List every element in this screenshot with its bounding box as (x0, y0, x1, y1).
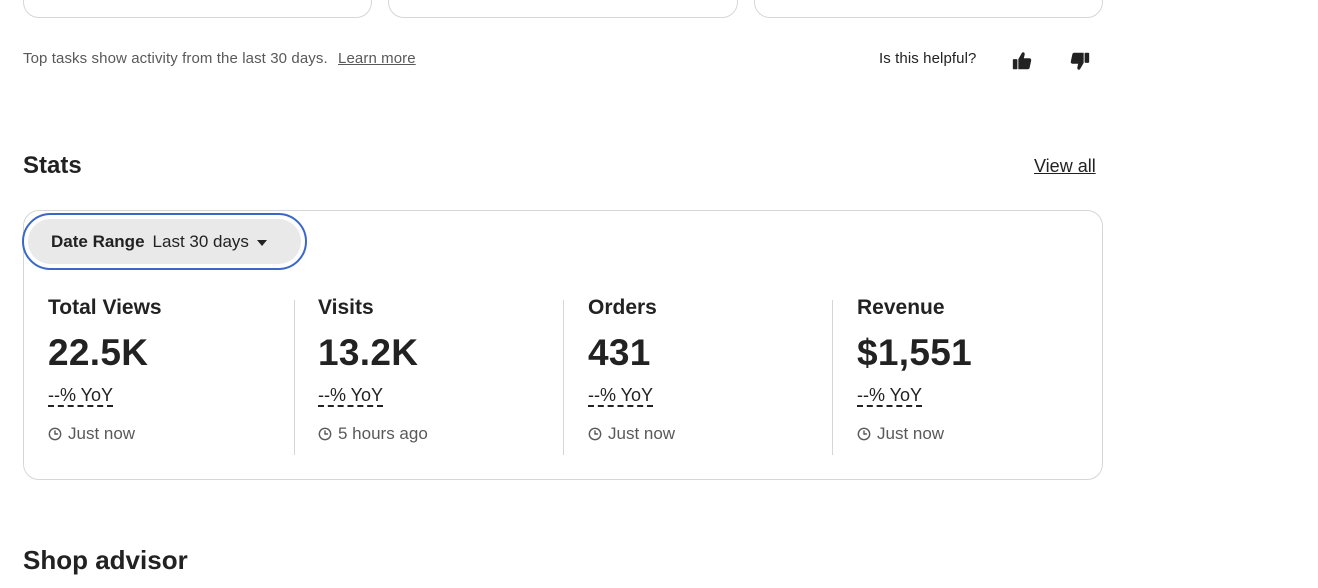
stat-yoy[interactable]: --% YoY (857, 385, 923, 407)
view-all-link[interactable]: View all (1034, 156, 1096, 176)
stat-value: $1,551 (857, 332, 972, 373)
stat-name: Total Views (48, 296, 162, 319)
stats-title: Stats (23, 152, 82, 179)
stat-total-views[interactable]: Total Views 22.5K --% YoY Just now (48, 296, 288, 444)
stat-updated: 5 hours ago (318, 424, 558, 444)
stat-name: Visits (318, 296, 374, 319)
stat-value: 431 (588, 332, 651, 373)
stat-updated: Just now (48, 424, 288, 444)
thumbs-down-icon[interactable] (1069, 50, 1091, 72)
stat-orders[interactable]: Orders 431 --% YoY Just now (588, 296, 828, 444)
stat-value: 13.2K (318, 332, 419, 373)
learn-more-link[interactable]: Learn more (338, 50, 416, 67)
top-tasks-info: Top tasks show activity from the last 30… (23, 50, 416, 67)
stat-divider (294, 300, 295, 455)
clock-icon (588, 427, 602, 441)
top-task-card[interactable] (388, 0, 738, 18)
clock-icon (48, 427, 62, 441)
top-task-card[interactable] (23, 0, 372, 18)
stat-yoy[interactable]: --% YoY (588, 385, 654, 407)
stat-updated-text: Just now (68, 424, 136, 443)
stat-visits[interactable]: Visits 13.2K --% YoY 5 hours ago (318, 296, 558, 444)
stat-updated-text: Just now (877, 424, 945, 443)
thumbs-up-icon[interactable] (1011, 50, 1033, 72)
stat-updated-text: 5 hours ago (338, 424, 428, 443)
stat-revenue[interactable]: Revenue $1,551 --% YoY Just now (857, 296, 1097, 444)
top-tasks-info-text: Top tasks show activity from the last 30… (23, 50, 328, 67)
clock-icon (318, 427, 332, 441)
stat-divider (832, 300, 833, 455)
stat-yoy[interactable]: --% YoY (318, 385, 384, 407)
helpful-question: Is this helpful? (879, 50, 977, 67)
stat-name: Orders (588, 296, 657, 319)
date-range-button[interactable]: Date Range Last 30 days (28, 219, 301, 264)
stat-updated: Just now (857, 424, 1097, 444)
shop-advisor-title: Shop advisor (23, 545, 188, 575)
date-range-value: Last 30 days (152, 231, 249, 251)
clock-icon (857, 427, 871, 441)
top-task-card[interactable] (754, 0, 1103, 18)
top-task-cards (23, 0, 1103, 20)
stat-value: 22.5K (48, 332, 149, 373)
stat-name: Revenue (857, 296, 945, 319)
caret-down-icon (256, 239, 267, 246)
date-range-dropdown[interactable]: Date Range Last 30 days (22, 213, 307, 270)
date-range-label: Date Range (51, 231, 145, 251)
stat-divider (563, 300, 564, 455)
stat-yoy[interactable]: --% YoY (48, 385, 114, 407)
stat-updated: Just now (588, 424, 828, 444)
stat-updated-text: Just now (608, 424, 676, 443)
